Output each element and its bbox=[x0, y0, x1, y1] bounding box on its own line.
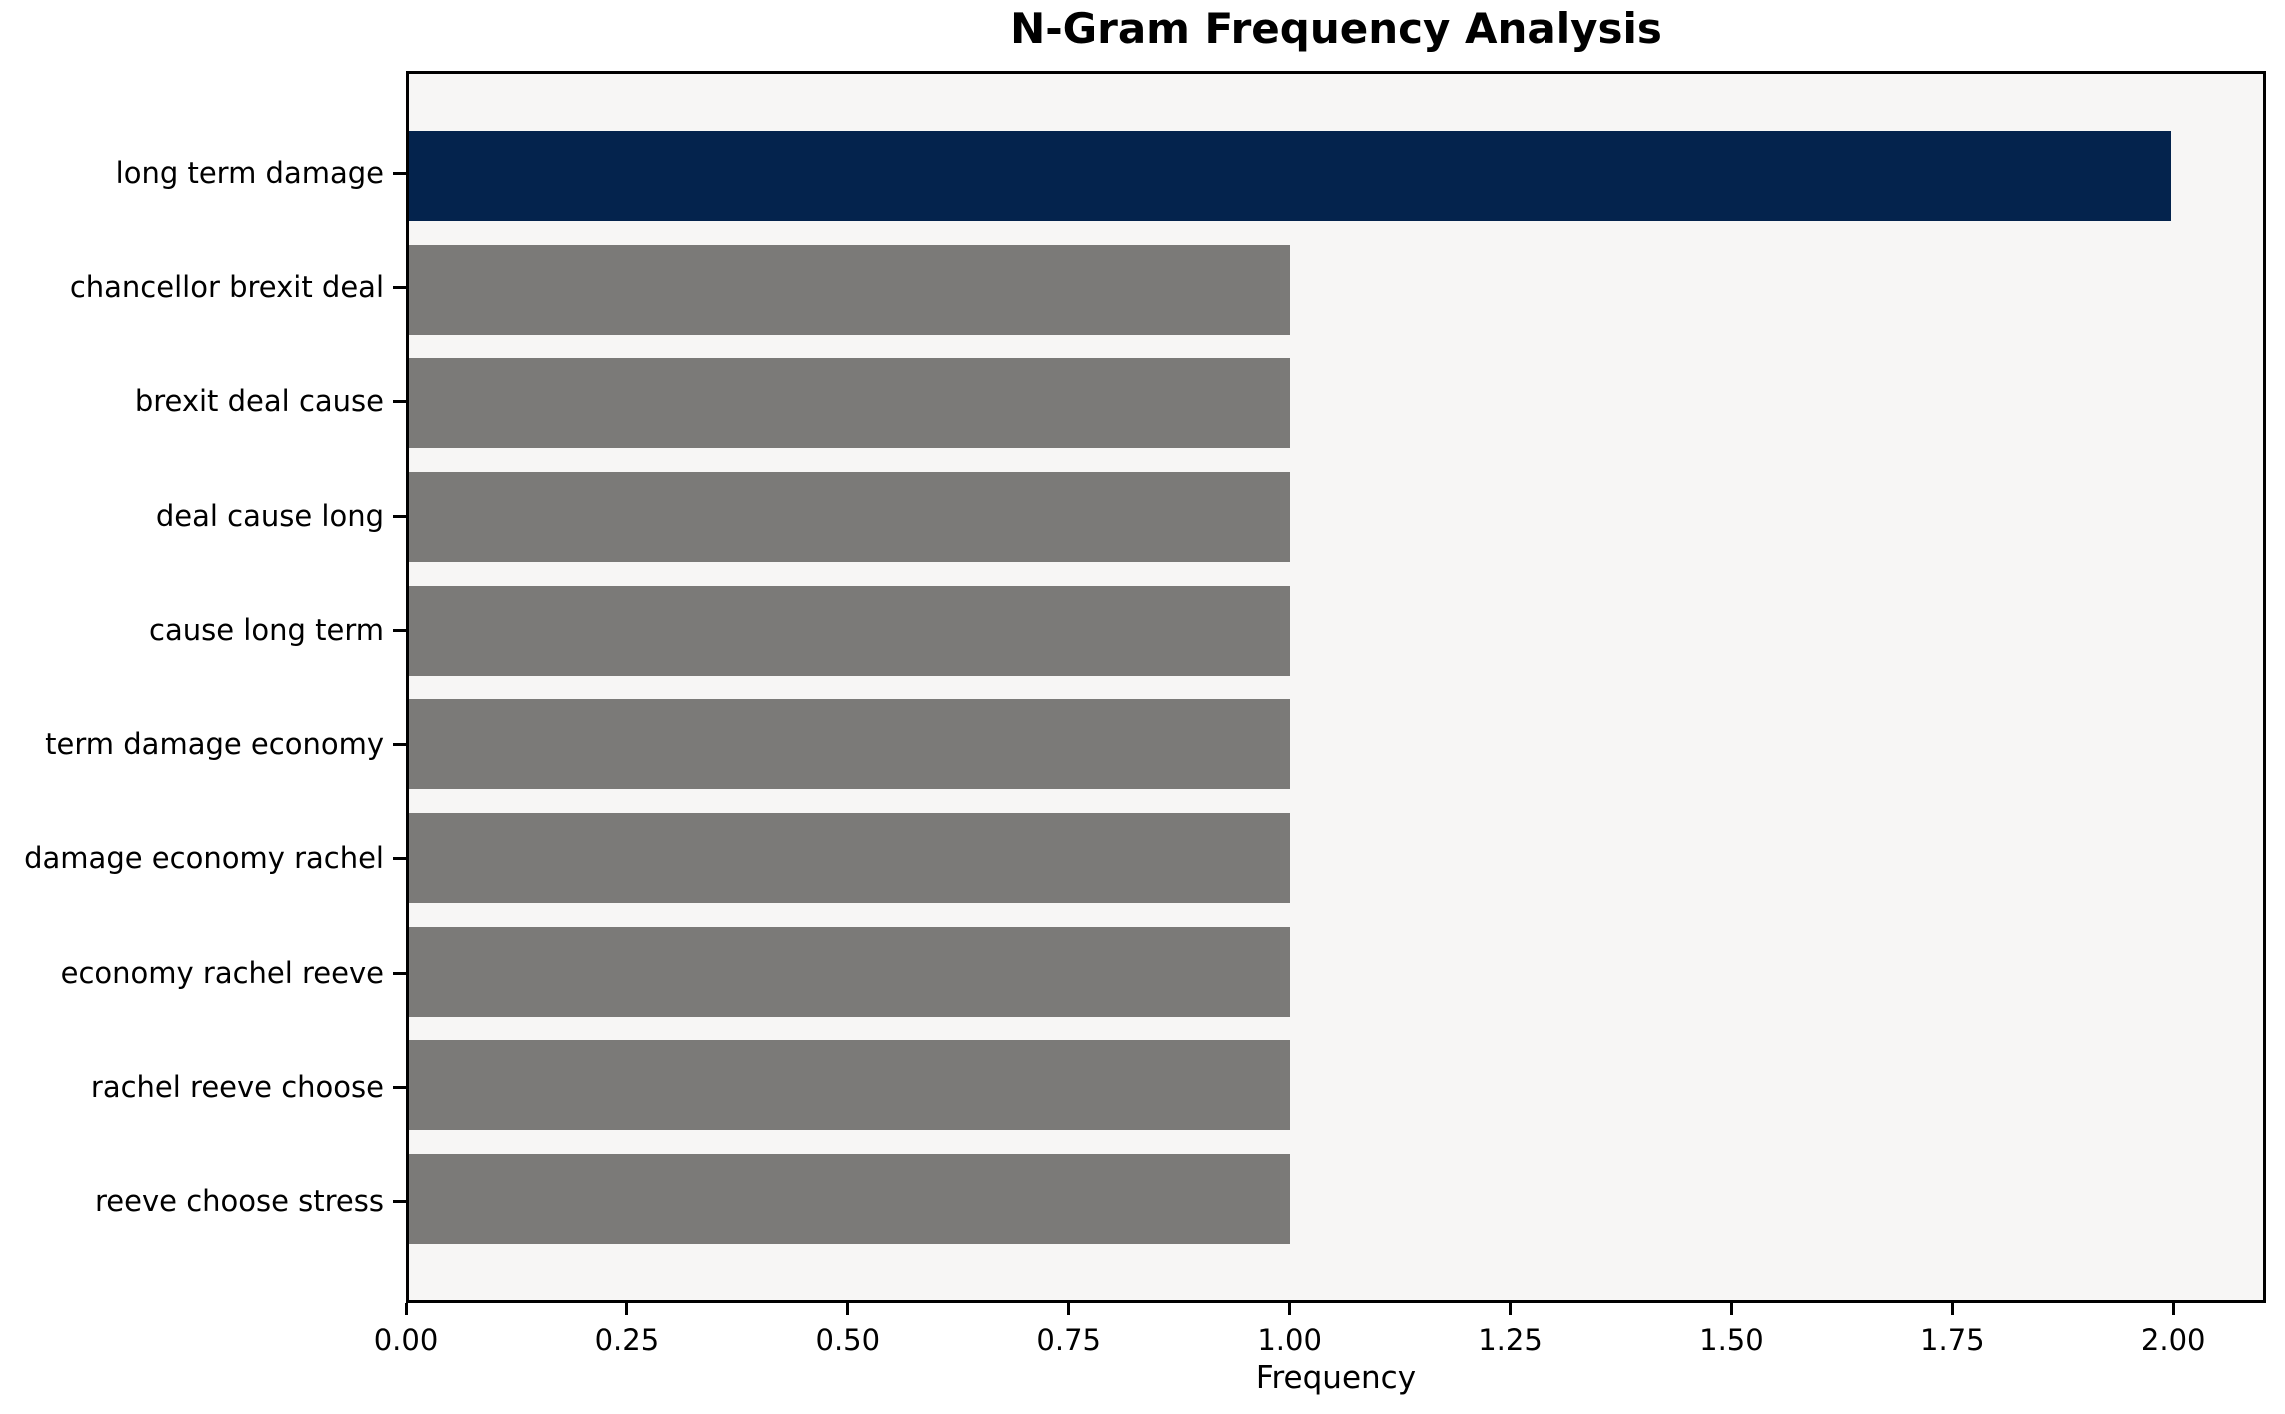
category-label: deal cause long bbox=[155, 498, 384, 533]
chart-title: N-Gram Frequency Analysis bbox=[1010, 4, 1662, 53]
x-tick-mark bbox=[404, 1303, 408, 1315]
ylabel-row: term damage economy bbox=[0, 687, 406, 801]
bar-row bbox=[409, 801, 2263, 915]
y-tick-mark bbox=[393, 628, 406, 632]
ylabel-row: brexit deal cause bbox=[0, 345, 406, 459]
x-tick-label: 1.50 bbox=[1699, 1323, 1764, 1357]
y-tick-mark bbox=[393, 1086, 406, 1090]
y-tick-mark bbox=[393, 514, 406, 518]
y-tick-mark bbox=[393, 857, 406, 861]
y-tick-mark bbox=[393, 400, 406, 404]
category-label: damage economy rachel bbox=[24, 841, 384, 876]
ylabel-row: chancellor brexit deal bbox=[0, 230, 406, 344]
x-tick-mark bbox=[625, 1303, 629, 1315]
y-tick-mark bbox=[393, 743, 406, 747]
category-label: economy rachel reeve bbox=[60, 955, 384, 990]
bar bbox=[409, 926, 1290, 1017]
plot-area bbox=[406, 71, 2266, 1303]
bar-row bbox=[409, 574, 2263, 688]
bar bbox=[409, 1154, 1290, 1245]
x-tick-label: 1.00 bbox=[1257, 1323, 1322, 1357]
bar bbox=[409, 471, 1290, 562]
bar bbox=[409, 585, 1290, 676]
ylabel-row: rachel reeve choose bbox=[0, 1030, 406, 1144]
category-label: long term damage bbox=[115, 155, 384, 190]
bar bbox=[409, 244, 1290, 335]
bar bbox=[409, 813, 1290, 904]
category-label: rachel reeve choose bbox=[90, 1070, 384, 1105]
bar-row bbox=[409, 1142, 2263, 1256]
category-label: term damage economy bbox=[45, 727, 384, 762]
bar bbox=[409, 699, 1290, 790]
bar-row bbox=[409, 460, 2263, 574]
x-tick-label: 2.00 bbox=[2140, 1323, 2206, 1357]
y-tick-mark bbox=[393, 171, 406, 175]
ylabel-row: cause long term bbox=[0, 573, 406, 687]
x-tick-mark bbox=[1950, 1303, 1954, 1315]
ylabel-row: deal cause long bbox=[0, 459, 406, 573]
x-tick-mark bbox=[1729, 1303, 1733, 1315]
bar bbox=[409, 130, 2171, 221]
bars-layer bbox=[409, 74, 2263, 1300]
x-tick-label: 0.00 bbox=[373, 1323, 439, 1357]
x-tick-label: 1.75 bbox=[1920, 1323, 1985, 1357]
x-tick-mark bbox=[1509, 1303, 1512, 1315]
bar-row bbox=[409, 346, 2263, 460]
category-label: reeve choose stress bbox=[95, 1184, 384, 1219]
x-tick-label: 0.50 bbox=[815, 1323, 881, 1357]
x-tick-mark bbox=[1288, 1303, 1292, 1315]
y-tick-mark bbox=[393, 285, 406, 289]
x-tick-label: 0.75 bbox=[1036, 1323, 1101, 1357]
bar-row bbox=[409, 1029, 2263, 1143]
bar-row bbox=[409, 119, 2263, 233]
ylabel-row: damage economy rachel bbox=[0, 802, 406, 916]
x-tick-mark bbox=[2171, 1303, 2175, 1315]
x-tick-mark bbox=[846, 1303, 850, 1315]
ylabel-row: economy rachel reeve bbox=[0, 916, 406, 1030]
x-axis: 0.00 0.25 0.50 0.75 1.00 1.25 1.50 1.75 2.00 bbox=[374, 1303, 2266, 1373]
category-label: cause long term bbox=[149, 612, 384, 647]
bar bbox=[409, 358, 1290, 449]
ylabel-row: reeve choose stress bbox=[0, 1145, 406, 1259]
y-tick-mark bbox=[393, 1200, 406, 1204]
y-axis-labels: long term damage chancellor brexit deal br… bbox=[0, 71, 406, 1303]
bar-row bbox=[409, 915, 2263, 1029]
bar bbox=[409, 1040, 1290, 1131]
ylabel-row: long term damage bbox=[0, 116, 406, 230]
x-tick-label: 0.25 bbox=[594, 1323, 660, 1357]
y-tick-mark bbox=[393, 971, 406, 975]
x-axis-label: Frequency bbox=[1255, 1360, 1417, 1396]
bar-row bbox=[409, 688, 2263, 802]
x-tick-label: 1.25 bbox=[1478, 1323, 1543, 1357]
x-tick-mark bbox=[1067, 1303, 1071, 1315]
bar-row bbox=[409, 233, 2263, 347]
category-label: brexit deal cause bbox=[134, 384, 384, 419]
category-label: chancellor brexit deal bbox=[69, 269, 384, 304]
